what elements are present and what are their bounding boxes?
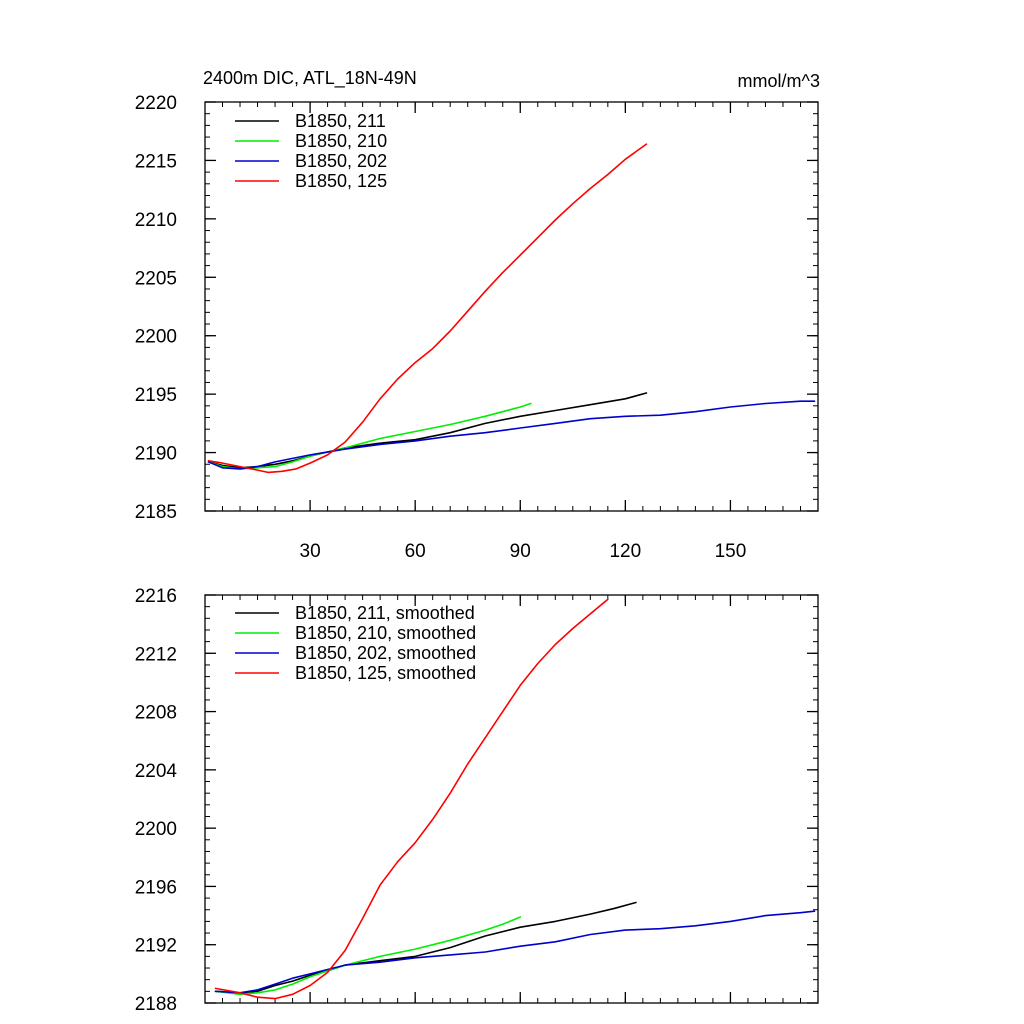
top-plot-frame <box>204 101 819 512</box>
bottom-legend-label-4: B1850, 125, smoothed <box>295 663 476 683</box>
top-legend-label-1: B1850, 211 <box>295 111 386 131</box>
bottom-y-tick-label: 2216 <box>135 586 177 607</box>
top-legend-label-2: B1850, 210 <box>295 131 387 151</box>
top-series-line-4 <box>207 143 648 474</box>
top-y-tick-label: 2210 <box>135 210 177 231</box>
bottom-y-tick-label: 2208 <box>135 703 177 724</box>
bottom-plot-area: 2188 2192 2196 2200 2204 2208 2212 2216 B1850, 2… <box>135 586 819 1015</box>
bottom-series-line-4 <box>214 598 609 1000</box>
top-y-tick-label: 2200 <box>135 327 177 348</box>
bottom-plot-frame <box>204 594 819 1004</box>
bottom-y-tick-label: 2196 <box>135 877 177 898</box>
top-x-tick-label: 30 <box>300 541 321 562</box>
bottom-series-line-1 <box>214 901 637 994</box>
bottom-panel: 2188 2192 2196 2200 2204 2208 2212 2216 B1850, 2… <box>135 586 819 1015</box>
top-y-tick-label: 2195 <box>135 385 177 406</box>
top-x-tick-label: 90 <box>510 541 531 562</box>
top-x-tick-label: 150 <box>715 541 747 562</box>
top-legend-label-3: B1850, 202 <box>295 151 387 171</box>
bottom-y-tick-label: 2188 <box>135 994 177 1015</box>
top-series-line-3 <box>207 400 816 470</box>
bottom-legend-label-2: B1850, 210, smoothed <box>295 623 476 643</box>
top-x-tick-label: 120 <box>609 541 641 562</box>
top-plot-area: 2185 2190 2195 2200 2205 2210 2215 2220 30 60 90 12… <box>135 93 819 562</box>
top-panel-units: mmol/m^3 <box>738 71 820 91</box>
top-y-tick-label: 2215 <box>135 151 177 172</box>
bottom-y-tick-label: 2192 <box>135 936 177 957</box>
top-y-tick-label: 2205 <box>135 268 177 289</box>
top-panel-title: 2400m DIC, ATL_18N-49N <box>203 68 417 89</box>
bottom-legend-label-3: B1850, 202, smoothed <box>295 643 476 663</box>
top-y-tick-label: 2220 <box>135 93 177 114</box>
top-legend-label-4: B1850, 125 <box>295 171 387 191</box>
bottom-y-tick-label: 2212 <box>135 644 177 665</box>
bottom-y-tick-label: 2200 <box>135 819 177 840</box>
bottom-legend-label-1: B1850, 211, smoothed <box>295 603 475 623</box>
top-panel: 2400m DIC, ATL_18N-49N mmol/m^3 2185 2190… <box>135 68 820 562</box>
top-y-tick-label: 2190 <box>135 444 177 465</box>
top-y-tick-label: 2185 <box>135 502 177 523</box>
top-x-tick-label: 60 <box>405 541 426 562</box>
bottom-y-tick-label: 2204 <box>135 761 178 782</box>
bottom-series-line-3 <box>214 910 816 994</box>
